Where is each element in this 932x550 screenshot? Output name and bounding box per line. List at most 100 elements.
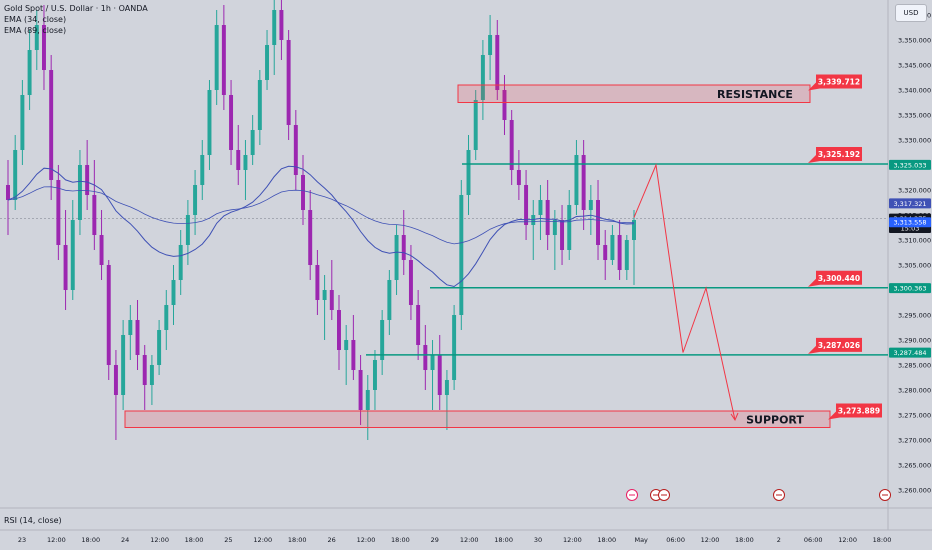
candle-body (509, 120, 514, 170)
candle-body (49, 70, 54, 180)
candle-body (502, 90, 507, 120)
zone-label-support: SUPPORT (746, 413, 804, 426)
x-tick-label: 12:00 (563, 536, 582, 544)
candle-body (315, 265, 320, 300)
candle-body (128, 320, 133, 335)
currency-button[interactable]: USD (895, 4, 927, 22)
candle-body (466, 150, 471, 195)
x-tick-label: 18:00 (873, 536, 892, 544)
candle-body (617, 235, 622, 270)
candle-body (171, 280, 176, 305)
x-tick-label: 12:00 (150, 536, 169, 544)
projection-path (633, 163, 736, 421)
candle-body (142, 355, 147, 385)
candle-body (416, 305, 421, 345)
candle-body (193, 185, 198, 215)
candle-body (250, 130, 255, 155)
y-tick-label: 3,260.000 (898, 487, 931, 495)
candle-body (121, 335, 126, 395)
y-tick-label: 3,290.000 (898, 337, 931, 345)
candle-body (495, 35, 500, 90)
candle-body (387, 280, 392, 320)
candle-body (308, 210, 313, 265)
candle-body (538, 200, 543, 215)
candle-body (229, 95, 234, 150)
candle-body (358, 370, 363, 410)
candle-body (473, 100, 478, 150)
candle-body (157, 330, 162, 365)
y-tick-label: 3,310.000 (898, 237, 931, 245)
candle-body (207, 90, 212, 155)
candle-body (365, 390, 370, 410)
price-tag (889, 347, 931, 358)
price-tag-label: 15:03 (901, 225, 920, 233)
y-tick-label: 3,295.000 (898, 312, 931, 320)
candle-body (164, 305, 169, 330)
candle-body (301, 175, 305, 210)
x-tick-label: 30 (534, 536, 542, 544)
candle-body (286, 40, 291, 125)
candle-body (200, 155, 205, 185)
legend-title: Gold Spot / U.S. Dollar · 1h · OANDA (4, 4, 148, 13)
candle-body (516, 170, 521, 185)
candle-body (480, 55, 485, 100)
candle-body (20, 95, 25, 150)
chart-legend: Gold Spot / U.S. Dollar · 1h · OANDA EMA… (4, 3, 148, 36)
candle-body (574, 155, 579, 205)
x-tick-label: 25 (224, 536, 232, 544)
candle-body (632, 220, 636, 240)
candle-body (41, 25, 46, 70)
x-tick-label: May (634, 536, 648, 544)
price-tag-label: 3,317.321 (893, 200, 926, 208)
callout-label: 3,300.440 (818, 274, 860, 283)
candle-body (113, 365, 118, 395)
candle-body (394, 235, 399, 280)
candle-body (293, 125, 298, 175)
y-tick-label: 3,350.000 (898, 37, 931, 45)
price-tag-label: 3,300.363 (893, 285, 926, 293)
candle-body (257, 80, 262, 130)
candle-body (488, 35, 493, 55)
price-tag-label: 3,287.484 (893, 349, 926, 357)
callout-tag (808, 147, 862, 164)
x-tick-label: 2 (777, 536, 781, 544)
candle-body (351, 340, 356, 370)
candle-body (106, 265, 111, 365)
legend-ema34: EMA (34, close) (4, 15, 67, 24)
candle-body (272, 10, 277, 45)
candle-body (452, 315, 457, 380)
candle-body (77, 165, 82, 220)
price-axis (888, 0, 932, 550)
candle-body (401, 235, 406, 260)
x-tick-label: 18:00 (597, 536, 616, 544)
candle-body (329, 290, 334, 310)
candle-body (236, 150, 241, 170)
candle-body (344, 340, 349, 350)
candle-body (221, 25, 226, 95)
y-tick-label: 3,335.000 (898, 112, 931, 120)
candle-body (603, 245, 608, 260)
candle-body (545, 200, 550, 235)
candle-body (279, 10, 284, 40)
callout-label: 3,339.712 (818, 77, 860, 86)
candle-body (581, 155, 586, 210)
candle-body (552, 220, 557, 235)
price-tag-label: 3,325.033 (893, 161, 926, 169)
x-tick-label: 18:00 (288, 536, 307, 544)
y-tick-label: 3,305.000 (898, 262, 931, 270)
candle-body (588, 200, 593, 210)
x-tick-label: 18:00 (735, 536, 754, 544)
candle-body (56, 180, 61, 245)
price-tag (889, 198, 931, 209)
callout-tag (808, 270, 862, 287)
candle-body (92, 195, 97, 235)
candle-body (85, 165, 90, 195)
y-tick-label: 3,270.000 (898, 437, 931, 445)
candle-body (70, 220, 75, 290)
price-pane (0, 0, 888, 505)
ema-34-line (7, 165, 635, 288)
y-tick-label: 3,340.000 (898, 87, 931, 95)
projection-arrowhead (730, 412, 739, 422)
